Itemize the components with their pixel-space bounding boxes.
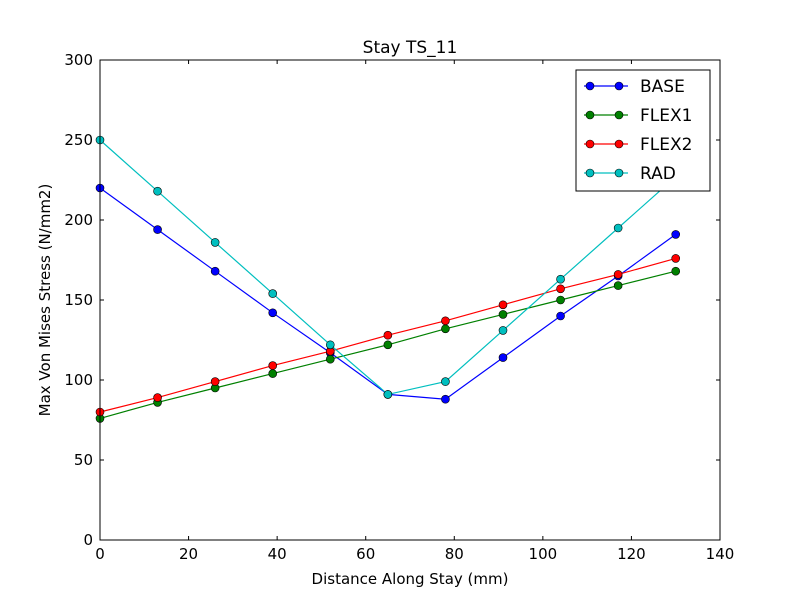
data-point: [153, 225, 162, 234]
y-tick-label: 250: [64, 131, 93, 149]
data-point: [613, 270, 623, 279]
data-point: [325, 354, 335, 364]
y-axis-title: Max Von Mises Stress (N/mm2): [36, 184, 54, 417]
data-point: [613, 281, 623, 290]
data-point: [383, 330, 393, 340]
x-tick-label: 80: [445, 545, 464, 563]
chart-title: Stay TS_11: [363, 38, 458, 58]
legend-marker: [614, 81, 624, 91]
legend: BASE FLEX1 FLEX2 RAD: [575, 69, 711, 192]
legend-marker: [614, 110, 624, 120]
y-tick-label: 100: [64, 371, 93, 389]
legend-marker: [614, 139, 624, 149]
legend-marker: [614, 168, 624, 178]
legend-box: [575, 69, 711, 192]
data-point: [153, 393, 162, 402]
data-point: [441, 377, 450, 386]
plot-frame: [99, 59, 721, 541]
x-tick-label: 0: [95, 545, 105, 563]
data-point: [268, 369, 278, 378]
series-base: [95, 183, 681, 404]
x-tick-label: 140: [706, 545, 735, 563]
x-tick-label: 20: [179, 545, 198, 563]
data-point: [210, 238, 220, 247]
data-point: [671, 230, 681, 239]
series-flex1: [95, 266, 681, 423]
data-point: [498, 326, 508, 335]
data-point: [556, 311, 565, 321]
data-point: [498, 353, 508, 362]
legend-item: FLEX2: [584, 135, 692, 155]
legend-label: FLEX1: [640, 106, 692, 126]
data-point: [556, 284, 565, 294]
series-line: [99, 187, 677, 400]
data-point: [441, 324, 450, 334]
y-tick-label: 50: [74, 451, 93, 469]
data-point: [671, 254, 681, 263]
data-point: [210, 266, 220, 276]
legend-label: RAD: [640, 164, 676, 184]
legend-marker: [585, 139, 595, 149]
series-layer: [95, 135, 681, 423]
series-flex2: [95, 254, 681, 417]
data-point: [153, 186, 162, 196]
legend-label: BASE: [640, 77, 685, 97]
y-tick-label: 300: [64, 51, 93, 69]
data-point: [441, 394, 450, 404]
y-tick-label: 0: [83, 531, 93, 549]
data-point: [268, 308, 278, 318]
x-tick-label: 120: [617, 545, 646, 563]
x-axis-title: Distance Along Stay (mm): [312, 570, 509, 588]
legend-item: RAD: [584, 164, 676, 184]
legend-marker: [585, 81, 595, 91]
data-point: [268, 361, 278, 370]
legend-marker: [585, 168, 595, 178]
data-point: [210, 377, 220, 386]
data-point: [325, 340, 335, 350]
x-tick-label: 100: [529, 545, 558, 563]
ticks-layer: 0 20 40 60 80 100 120 140 0 50 100 150 200 250 300: [64, 51, 734, 563]
data-point: [498, 310, 508, 319]
data-point: [613, 223, 623, 233]
data-point: [268, 289, 278, 298]
y-tick-label: 150: [64, 291, 93, 309]
data-point: [556, 274, 565, 284]
x-tick-label: 60: [356, 545, 375, 563]
legend-label: FLEX2: [640, 135, 692, 155]
data-point: [498, 300, 508, 310]
legend-item: FLEX1: [584, 106, 692, 126]
data-point: [383, 390, 393, 399]
y-tick-label: 200: [64, 211, 93, 229]
legend-item: BASE: [584, 77, 685, 97]
data-point: [383, 340, 393, 350]
data-point: [556, 295, 565, 305]
data-point: [441, 316, 450, 326]
legend-marker: [585, 110, 595, 120]
x-tick-label: 40: [268, 545, 287, 563]
data-point: [671, 266, 681, 276]
